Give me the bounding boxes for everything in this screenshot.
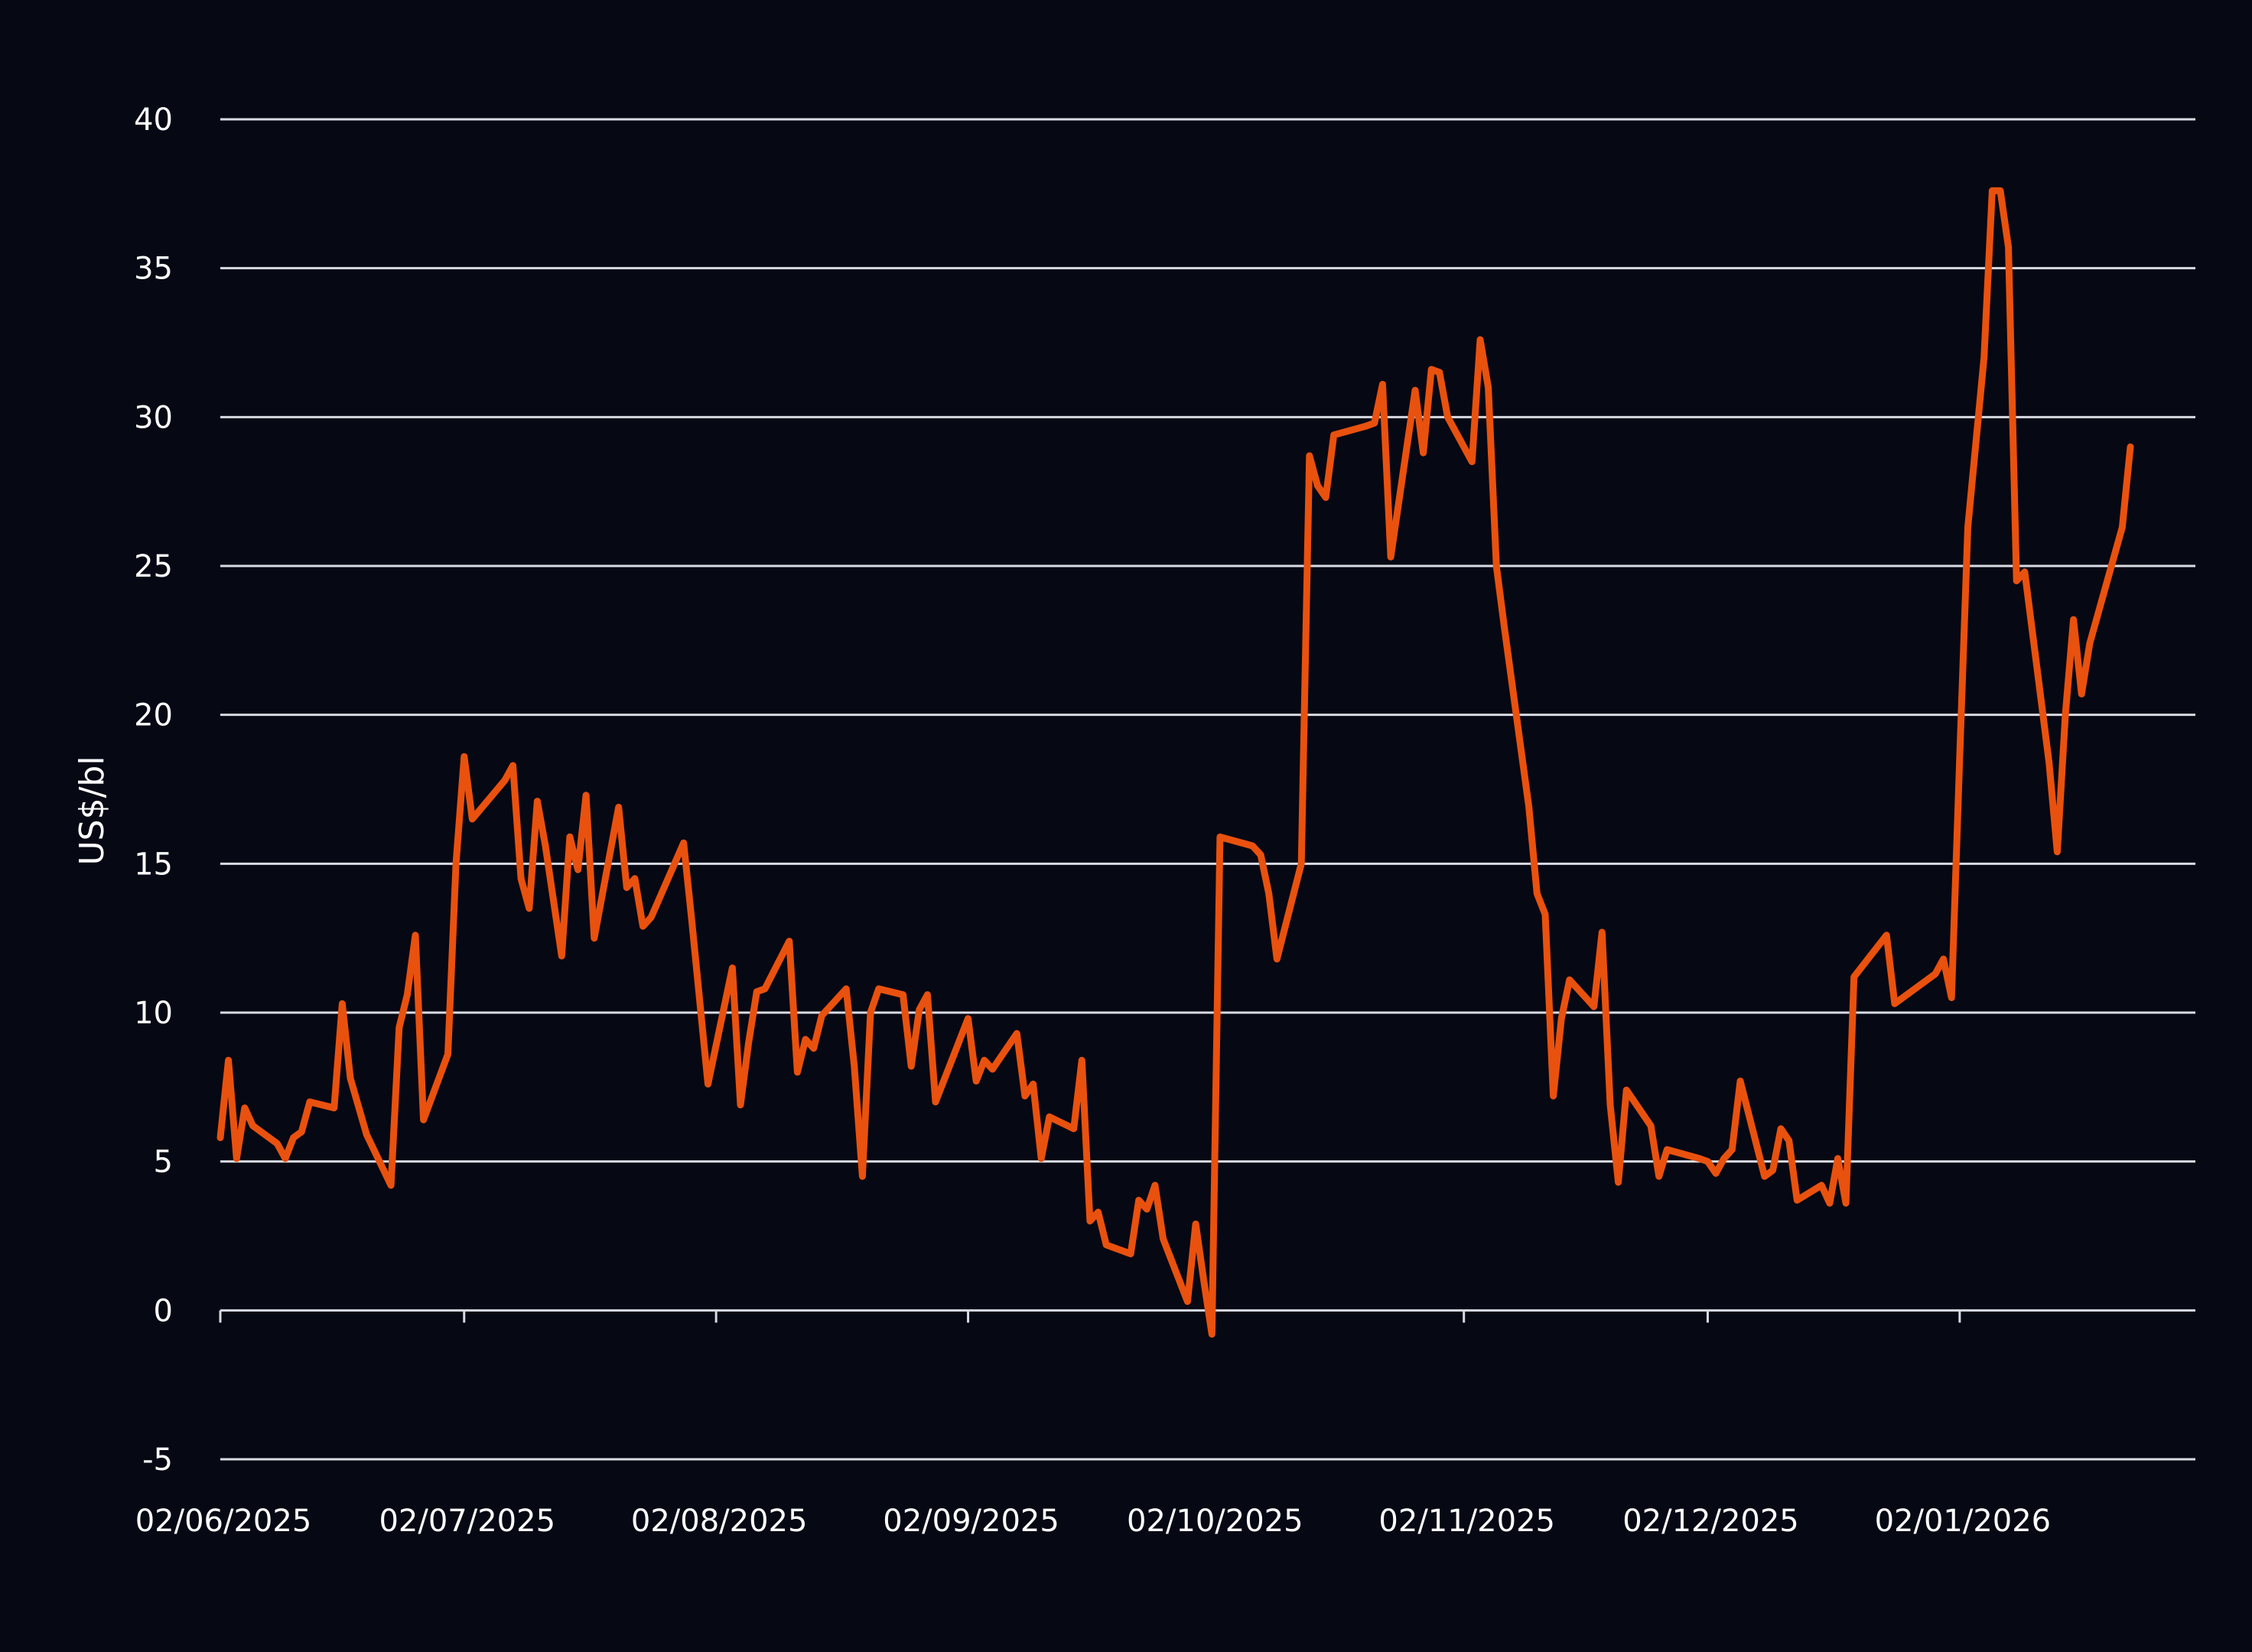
y-tick-label: 30 <box>134 400 173 435</box>
y-tick-label: 10 <box>134 996 173 1031</box>
x-tick-label: 02/08/2025 <box>631 1504 808 1539</box>
x-tick-label: 02/07/2025 <box>379 1504 555 1539</box>
y-tick-label: 15 <box>134 847 173 882</box>
y-tick-label: 20 <box>134 698 173 733</box>
y-axis-title: US$/bl <box>73 756 112 865</box>
x-tick-label: 02/06/2025 <box>135 1504 312 1539</box>
y-axis-ticks: -5 0 5 10 15 20 25 30 35 40 <box>134 102 173 1478</box>
y-tick-label: 40 <box>134 102 173 138</box>
x-tick-label: 02/01/2026 <box>1875 1504 2052 1539</box>
x-tick-label: 02/11/2025 <box>1378 1504 1555 1539</box>
y-tick-label: 0 <box>154 1293 173 1328</box>
y-tick-label: 35 <box>134 252 173 287</box>
x-axis: 02/06/2025 02/07/2025 02/08/2025 02/09/2025… <box>135 1309 2195 1539</box>
y-tick-label: 25 <box>134 549 173 584</box>
y-tick-label: 5 <box>154 1145 173 1180</box>
x-tick-label: 02/10/2025 <box>1127 1504 1303 1539</box>
x-tick-label: 02/09/2025 <box>883 1504 1059 1539</box>
series-layer <box>216 187 2134 1338</box>
series-line-0 <box>216 187 2134 1338</box>
x-tick-label: 02/12/2025 <box>1622 1504 1799 1539</box>
y-tick-label: -5 <box>142 1442 173 1478</box>
